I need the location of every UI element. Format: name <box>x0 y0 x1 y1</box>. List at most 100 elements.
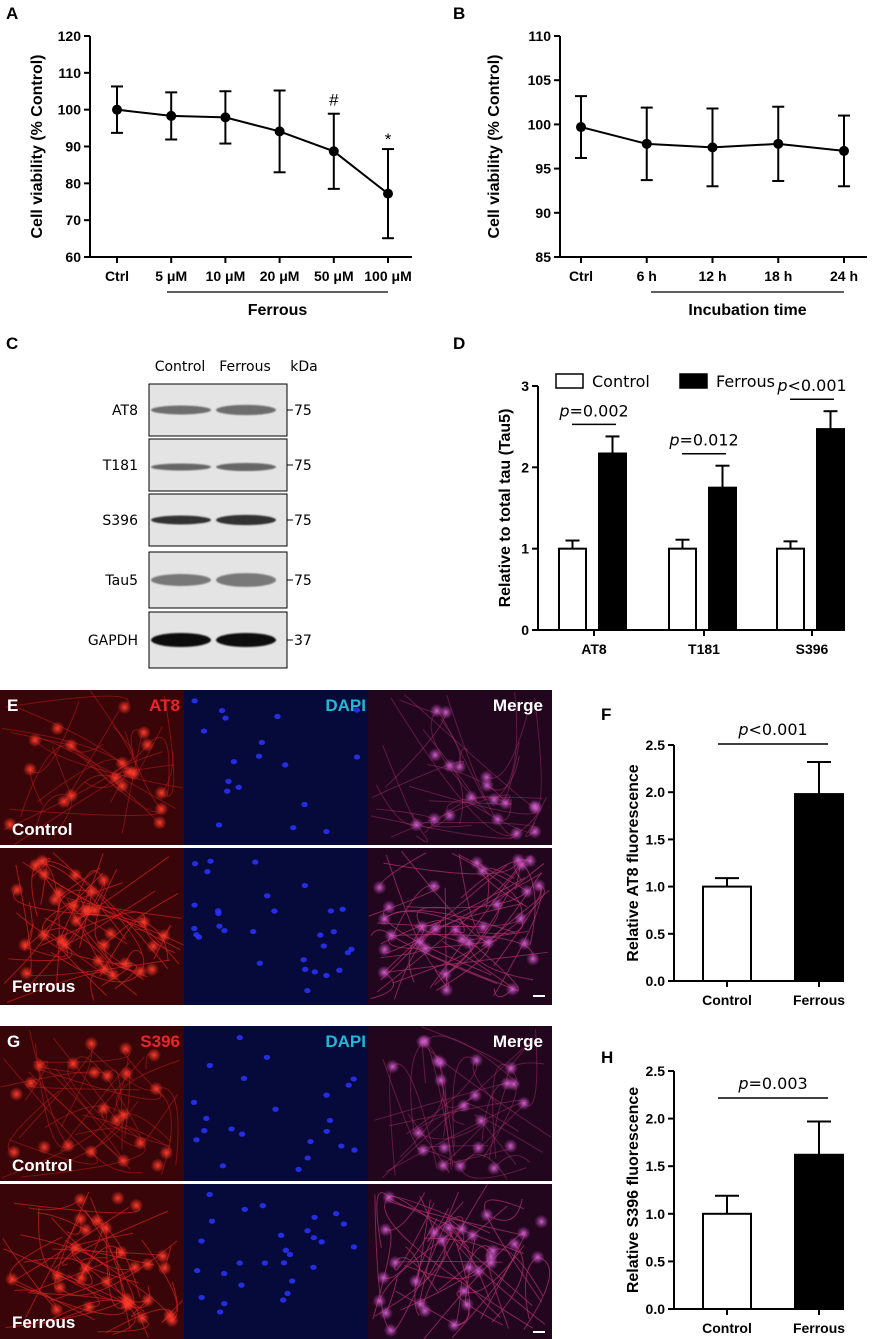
cell-body <box>69 913 84 928</box>
cell-body <box>9 882 24 897</box>
nucleus <box>208 1218 216 1224</box>
nucleus <box>238 1282 245 1288</box>
cell-body <box>129 1198 144 1213</box>
cell-body <box>479 1207 494 1222</box>
cell-body <box>128 1260 143 1275</box>
cell-body <box>516 1226 531 1241</box>
cell-body <box>409 817 424 832</box>
nucleus <box>326 1117 334 1124</box>
nucleus <box>261 1260 269 1266</box>
p-value-label: p=0.003 <box>737 1074 807 1093</box>
chart-h-s396-fluorescence: 0.0 0.5 1.0 1.5 2.0 2.5 Control Ferrous p=0.003 R… <box>625 1063 845 1336</box>
nucleus <box>216 1309 224 1315</box>
cell-body <box>68 868 83 883</box>
cell-body <box>456 1098 471 1113</box>
nucleus <box>191 861 199 867</box>
nucleus <box>256 960 264 966</box>
cell-body <box>490 897 505 912</box>
nucleus <box>327 908 335 914</box>
cell-body <box>415 919 430 934</box>
cell-body <box>28 858 43 873</box>
cell-body <box>438 967 453 982</box>
nucleus <box>207 858 214 864</box>
scale-bar <box>533 995 545 997</box>
nucleus <box>277 1232 285 1238</box>
bar-ferrous-s396 <box>816 428 845 631</box>
cell-body <box>133 964 148 979</box>
p-value: =0.012 <box>679 431 738 450</box>
cell-body <box>100 1068 115 1083</box>
neurite <box>34 739 184 789</box>
row-label-control: Control <box>12 820 72 839</box>
cell-body <box>507 1237 522 1252</box>
panel-letter-g: G <box>7 1032 20 1051</box>
blot-band-gapdh-ferrous <box>216 633 276 647</box>
cell-body <box>505 982 520 997</box>
x-tick-label: 12 h <box>698 268 726 284</box>
blot-row-label-gapdh: GAPDH <box>88 633 138 649</box>
cell-body <box>159 1145 174 1160</box>
microscopy-panel-e: AT8 DAPI Merge Control Ferrous E <box>0 690 552 1005</box>
cell-body <box>81 1300 96 1315</box>
nucleus <box>318 1239 325 1245</box>
nucleus <box>302 966 309 972</box>
neurite <box>493 691 518 801</box>
cell-body <box>28 733 43 748</box>
micro-tile-merge-ferrous <box>368 848 552 1005</box>
p-letter: p <box>737 720 748 739</box>
row-divider <box>0 845 552 848</box>
cell-body <box>377 965 392 980</box>
tile-background <box>184 1184 368 1339</box>
nucleus <box>304 987 311 994</box>
cell-body <box>108 770 123 785</box>
nucleus <box>307 1138 314 1145</box>
blot-band-at8-ferrous <box>216 404 276 416</box>
cell-body <box>118 1041 133 1056</box>
x-tick-label: Control <box>702 992 752 1008</box>
nucleus <box>218 707 226 714</box>
x-tick-label: 50 μM <box>314 268 354 284</box>
nucleus <box>353 707 361 713</box>
micro-tile-merge-control <box>368 1026 552 1181</box>
nucleus <box>240 1075 248 1081</box>
cell-body <box>117 700 132 715</box>
cell-body <box>530 1250 545 1265</box>
nucleus <box>264 893 271 899</box>
nucleus <box>288 1278 296 1284</box>
micro-tile-stain-control <box>0 690 184 845</box>
cell-body <box>149 1081 164 1096</box>
micro-tile-dapi-control <box>184 690 368 845</box>
cell-body <box>47 892 62 907</box>
cell-body <box>87 1065 102 1080</box>
cell-body <box>3 817 18 832</box>
y-axis-title: Cell viability (% Control) <box>29 54 46 238</box>
nucleus <box>332 1211 340 1217</box>
cell-body <box>437 1140 452 1155</box>
p-value: <0.001 <box>787 376 846 395</box>
p-letter: p <box>558 401 569 420</box>
cell-body <box>157 1261 172 1276</box>
cell-body <box>136 914 151 929</box>
cell-body <box>509 826 524 841</box>
p-value-label: p<0.001 <box>737 720 807 739</box>
blot-row-label-s396: S396 <box>102 513 138 529</box>
cell-body <box>480 778 495 793</box>
nucleus <box>304 1228 311 1234</box>
blot-band-s396-control <box>151 515 211 525</box>
p-value-label: p=0.012 <box>668 431 738 450</box>
nucleus <box>344 950 352 956</box>
cell-body <box>417 1034 432 1049</box>
y-tick-label: 2.5 <box>646 737 666 753</box>
nucleus <box>249 928 257 935</box>
legend-label-ferrous: Ferrous <box>716 372 775 391</box>
y-tick-label: 2.0 <box>646 784 666 800</box>
cell-body <box>517 936 532 951</box>
cell-body <box>154 802 169 817</box>
cell-body <box>468 1088 483 1103</box>
cell-body <box>19 966 34 981</box>
data-point <box>707 142 718 153</box>
row-label-ferrous: Ferrous <box>12 977 75 996</box>
cell-body <box>81 902 96 917</box>
cell-body <box>147 1048 162 1063</box>
nucleus <box>193 1267 201 1274</box>
